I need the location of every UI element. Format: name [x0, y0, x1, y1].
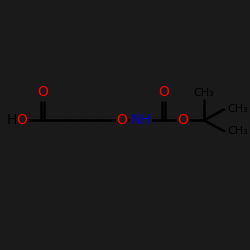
Text: O: O [37, 85, 48, 99]
Text: CH₃: CH₃ [227, 126, 248, 136]
Text: CH₃: CH₃ [194, 88, 214, 98]
Text: O: O [158, 85, 169, 99]
Text: CH₃: CH₃ [227, 104, 248, 114]
Text: NH: NH [130, 113, 151, 127]
Text: H: H [6, 113, 17, 127]
Text: O: O [117, 113, 128, 127]
Text: O: O [178, 113, 188, 127]
Text: O: O [17, 113, 28, 127]
